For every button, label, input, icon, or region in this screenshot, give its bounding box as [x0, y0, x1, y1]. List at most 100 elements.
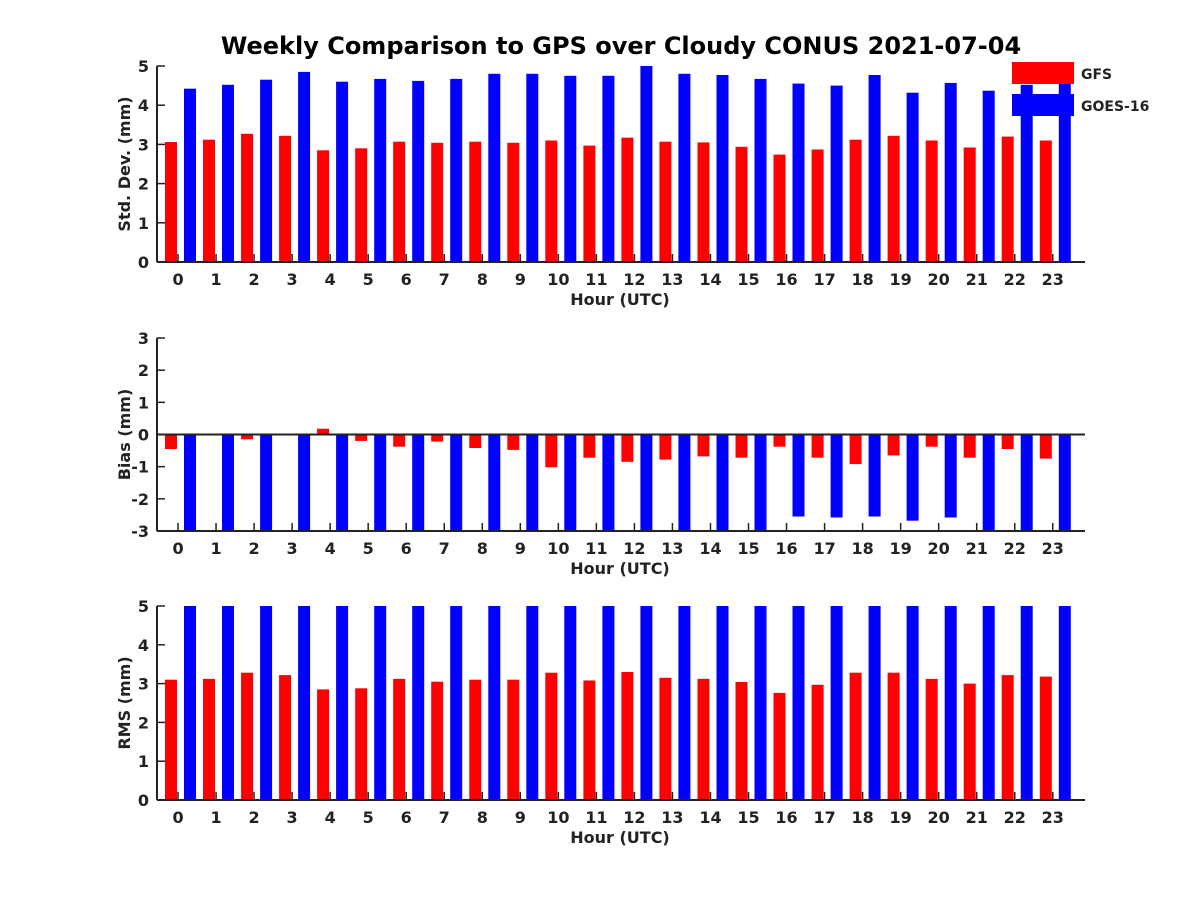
bar-gfs-hour-1	[203, 139, 215, 262]
bar-goes16-hour-4	[336, 606, 349, 800]
bar-goes16-hour-23	[1058, 434, 1071, 531]
x-tick-label: 21	[966, 270, 988, 289]
bar-gfs-hour-22	[1001, 434, 1014, 449]
x-tick-label: 7	[439, 270, 450, 289]
y-tick-label: 2	[138, 175, 149, 194]
bar-goes16-hour-22	[1020, 84, 1033, 262]
x-tick-label: 12	[623, 539, 645, 558]
y-tick-label: -2	[131, 490, 149, 509]
bar-goes16-hour-7	[450, 606, 463, 800]
x-tick-label: 5	[363, 808, 374, 827]
bar-goes16-hour-18	[868, 606, 881, 800]
bar-goes16-hour-22	[1020, 606, 1033, 800]
bar-gfs-hour-2	[241, 672, 254, 800]
bar-gfs-hour-16	[773, 434, 786, 447]
x-tick-label: 14	[699, 808, 721, 827]
y-tick-label: 5	[138, 57, 149, 76]
bar-goes16-hour-3	[298, 434, 311, 531]
bar-gfs-hour-14	[697, 678, 710, 800]
bar-gfs-hour-10	[545, 434, 558, 468]
bar-gfs-hour-3	[279, 135, 292, 262]
x-tick-label: 11	[585, 808, 607, 827]
bar-gfs-hour-22	[1001, 136, 1014, 262]
bar-gfs-hour-0	[165, 434, 177, 449]
bar-goes16-hour-13	[678, 73, 691, 262]
bar-goes16-hour-2	[260, 79, 273, 262]
bar-gfs-hour-17	[811, 434, 824, 458]
x-tick-label: 3	[287, 808, 298, 827]
x-tick-label: 20	[928, 270, 950, 289]
x-tick-label: 11	[585, 539, 607, 558]
x-tick-label: 23	[1042, 539, 1064, 558]
x-axis-label: Hour (UTC)	[570, 290, 670, 309]
bar-gfs-hour-7	[431, 434, 444, 442]
legend-label-gfs: GFS	[1081, 67, 1112, 83]
bar-goes16-hour-23	[1058, 606, 1071, 800]
bar-goes16-hour-20	[944, 82, 957, 263]
bar-goes16-hour-15	[754, 78, 767, 263]
bar-gfs-hour-14	[697, 434, 710, 457]
bar-goes16-hour-2	[260, 434, 273, 531]
bar-goes16-hour-18	[868, 75, 881, 262]
x-tick-label: 3	[287, 270, 298, 289]
bar-gfs-hour-11	[583, 434, 596, 458]
x-tick-label: 14	[699, 270, 721, 289]
bar-goes16-hour-4	[336, 434, 349, 531]
y-tick-label: 5	[138, 597, 149, 616]
bar-gfs-hour-8	[469, 141, 482, 262]
bar-goes16-hour-4	[336, 81, 349, 262]
legend-swatch-goes16	[1012, 94, 1074, 116]
x-tick-label: 2	[249, 808, 260, 827]
x-tick-label: 19	[890, 539, 912, 558]
bar-gfs-hour-12	[621, 672, 634, 800]
bar-goes16-hour-21	[982, 606, 995, 800]
bar-goes16-hour-3	[298, 71, 311, 263]
x-tick-label: 20	[928, 808, 950, 827]
bar-gfs-hour-6	[393, 141, 406, 262]
bar-goes16-hour-22	[1020, 434, 1033, 531]
x-tick-label: 2	[249, 539, 260, 558]
bar-goes16-hour-12	[640, 434, 653, 531]
legend-swatch-gfs	[1012, 62, 1074, 84]
y-tick-label: -3	[131, 522, 149, 541]
bar-goes16-hour-6	[412, 80, 425, 263]
x-tick-label: 7	[439, 808, 450, 827]
bar-goes16-hour-14	[716, 434, 729, 531]
x-tick-label: 10	[547, 270, 569, 289]
bar-goes16-hour-15	[754, 606, 767, 800]
y-tick-label: 2	[138, 361, 149, 380]
y-tick-label: 0	[138, 791, 149, 810]
bar-gfs-hour-7	[431, 142, 444, 262]
bar-gfs-hour-18	[849, 672, 862, 800]
bar-gfs-hour-20	[925, 434, 938, 447]
x-tick-label: 6	[401, 270, 412, 289]
bar-gfs-hour-15	[735, 682, 748, 800]
bar-goes16-hour-9	[526, 73, 539, 262]
bar-gfs-hour-3	[279, 675, 292, 800]
bar-goes16-hour-12	[640, 606, 653, 800]
bar-goes16-hour-20	[944, 606, 957, 800]
x-tick-label: 9	[515, 270, 526, 289]
bar-goes16-hour-6	[412, 434, 425, 531]
bar-goes16-hour-17	[830, 606, 843, 800]
y-tick-label: 3	[138, 135, 149, 154]
bar-gfs-hour-20	[925, 140, 938, 262]
bar-gfs-hour-8	[469, 434, 482, 448]
bar-gfs-hour-15	[735, 434, 748, 458]
x-tick-label: 14	[699, 539, 721, 558]
x-tick-label: 1	[210, 270, 221, 289]
bar-goes16-hour-10	[564, 606, 577, 800]
x-tick-label: 15	[737, 539, 759, 558]
x-tick-label: 0	[172, 270, 183, 289]
bar-gfs-hour-0	[165, 142, 177, 262]
bar-goes16-hour-3	[298, 606, 311, 800]
bar-goes16-hour-6	[412, 606, 425, 800]
bar-gfs-hour-18	[849, 139, 862, 262]
x-tick-label: 23	[1042, 808, 1064, 827]
bar-goes16-hour-1	[222, 606, 234, 800]
x-tick-label: 1	[210, 539, 221, 558]
y-tick-label: 4	[138, 96, 149, 115]
x-tick-label: 17	[813, 539, 835, 558]
x-tick-label: 8	[477, 270, 488, 289]
